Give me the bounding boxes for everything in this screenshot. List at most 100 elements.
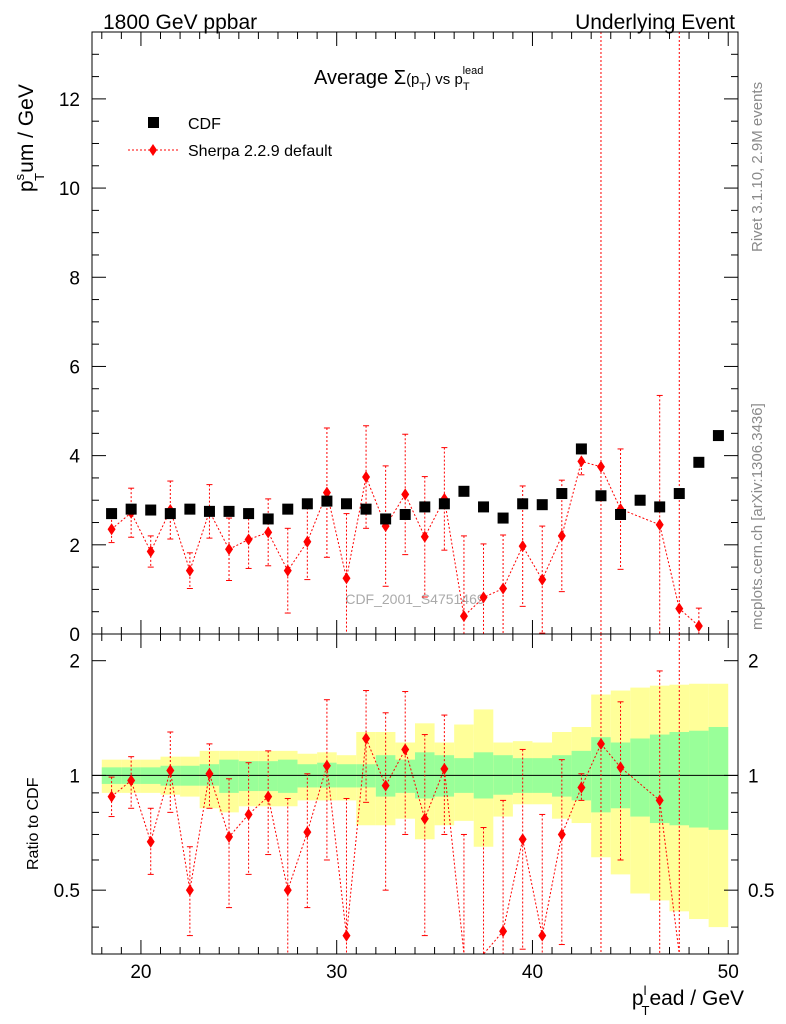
ratio-band-inner [219,759,239,793]
ratio-plot [92,634,738,955]
cdf-point [223,505,235,517]
ratio-band-inner [708,726,729,830]
ratio-y-tick-label: 0.5 [54,881,80,902]
header-left: 1800 GeV ppbar [103,11,257,34]
rivet-label: Rivet 3.1.10, 2.9M events [749,82,766,252]
cdf-point [125,503,137,515]
legend: CDF Sherpa 2.2.9 default [128,116,333,160]
y-tick-label: 0 [69,625,80,646]
cdf-point [380,513,392,525]
ratio-point [420,812,429,825]
cdf-point [438,498,450,510]
ratio-point [127,774,136,787]
ratio-point [322,759,331,772]
y-tick-label: 8 [69,268,80,289]
cdf-point [458,485,470,497]
ratio-point [596,737,605,750]
y-tick-label: 4 [69,447,80,468]
ratio-point [185,884,194,897]
y-tick-label: 6 [69,357,80,378]
y-tick-label: 2 [69,536,80,557]
mc-point [596,460,605,473]
ratio-point [244,808,253,821]
mc-point [518,540,527,553]
mc-point [459,610,468,623]
x-tick-label: 30 [326,962,347,983]
cdf-point [556,488,568,500]
ratio-point [616,761,625,774]
cdf-point [634,494,646,506]
mc-point [675,602,684,615]
cdf-point [399,508,411,520]
cdf-point [145,504,157,516]
mc-point [342,572,351,585]
mc-point [303,535,312,548]
mc-point [694,619,703,632]
ratio-point [440,762,449,775]
y-tick-label: 12 [59,90,80,111]
cdf-point [693,456,705,468]
cdf-point [517,498,529,510]
mc-point [225,543,234,556]
ratio-point [107,790,116,803]
ratio-point [655,794,664,807]
cdf-point [673,488,685,500]
cdf-point [184,503,196,515]
x-tick-label: 40 [522,962,543,983]
cdf-point [106,508,118,520]
mc-point [401,488,410,501]
cdf-point [712,430,724,442]
mc-point [244,533,253,546]
cdf-point [282,503,294,515]
ratio-point [283,884,292,897]
ratio-point [205,767,214,780]
ratio-y-axis-label: Ratio to CDF [25,777,42,870]
ratio-band-inner [649,734,670,824]
mc-point [107,523,116,536]
ratio-point [362,732,371,745]
legend-mc-label: Sherpa 2.2.9 default [188,143,333,160]
mc-point [655,518,664,531]
ratio-band-inner [277,759,298,793]
main-plot [106,32,724,634]
ratio-point [518,833,527,846]
ratio-point [342,929,351,942]
ratio-point [499,925,508,938]
legend-data-marker [148,117,159,128]
x-axis-label: pl Tead / GeV [632,983,744,1018]
cdf-point [478,501,490,513]
legend-data-label: CDF [188,116,221,133]
cdf-point [321,495,333,507]
ratio-point [166,764,175,777]
cdf-point [497,512,509,524]
mc-point [479,591,488,604]
y-tick-label: 10 [59,179,80,200]
mc-point [362,471,371,484]
ratio-y-tick-label-right: 1 [748,766,759,787]
ratio-y-tick-label-right: 0.5 [748,881,774,902]
cdf-point [575,443,587,455]
y-axis-label: ps Tum / GeV [12,84,47,192]
cdf-point [595,490,607,502]
ratio-band-inner [689,730,709,828]
watermark: CDF_2001_S4751469 [345,591,485,607]
mc-point [538,573,547,586]
ratio-point [577,781,586,794]
mc-point [283,564,292,577]
cdf-point [419,501,431,513]
cdf-point [243,508,255,520]
mc-point [146,545,155,558]
cdf-point [536,499,548,511]
mc-point [577,455,586,468]
cdf-point [615,508,627,520]
cdf-point [203,505,215,517]
cdf-point [262,513,274,525]
ratio-point [264,790,273,803]
mc-point [264,526,273,539]
cdf-point [340,498,352,510]
ratio-point [381,779,390,792]
cdf-point [164,508,176,520]
mcplots-label: mcplots.cern.ch [arXiv:1306.3436] [749,403,766,630]
ratio-point [146,835,155,848]
